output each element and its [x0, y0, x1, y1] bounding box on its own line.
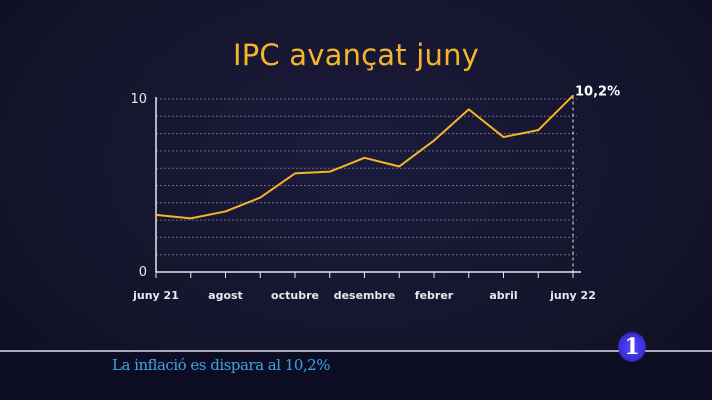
data-point: [328, 170, 331, 173]
x-tick-label: juny 22: [549, 289, 596, 302]
headline-ticker: La inflació es dispara al 10,2%: [112, 356, 330, 374]
x-tick-label: febrer: [415, 289, 454, 302]
x-tick-label: abril: [489, 289, 517, 302]
data-point: [572, 94, 574, 97]
data-point: [433, 139, 435, 142]
data-point: [537, 129, 540, 131]
channel-logo: 1: [618, 332, 646, 362]
data-point: [502, 136, 505, 138]
lower-third-divider: [0, 350, 712, 352]
x-tick-label: juny 21: [132, 289, 179, 302]
data-point: [155, 214, 157, 216]
data-point: [398, 165, 401, 168]
chart-title: IPC avançat juny: [232, 38, 480, 72]
x-tick-label: octubre: [271, 289, 319, 302]
data-point: [363, 157, 366, 159]
data-point: [467, 108, 470, 111]
y-tick-label: 10: [130, 92, 147, 107]
lower-third: [0, 351, 712, 400]
value-annotation: 10,2%: [575, 85, 620, 100]
series-line: [155, 94, 574, 220]
x-tick-label: agost: [208, 289, 243, 302]
data-point: [224, 210, 227, 213]
data-point: [259, 196, 262, 199]
line-chart: juny 21 agost octubre desembre febrer abril ju…: [130, 85, 620, 302]
data-point: [189, 217, 192, 220]
x-tick-label: desembre: [334, 289, 396, 302]
data-point: [294, 172, 296, 175]
y-tick-label: 0: [139, 265, 147, 280]
